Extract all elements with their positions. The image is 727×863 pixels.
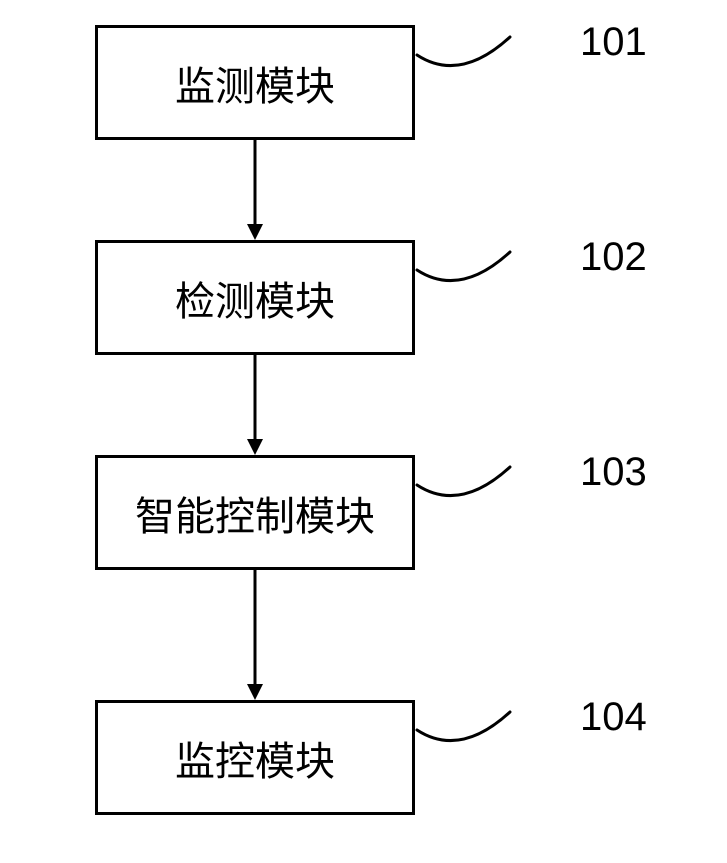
- flow-node-text: 监测模块: [175, 54, 335, 112]
- flow-node-text: 监控模块: [175, 729, 335, 787]
- flow-node-label: 101: [580, 20, 647, 65]
- flow-node-n1: 监测模块: [95, 25, 415, 140]
- flow-node-label: 103: [580, 450, 647, 495]
- diagram-canvas: 监测模块 101 检测模块 102 智能控制模块 103 监控模块 104: [0, 0, 727, 863]
- flow-node-n3: 智能控制模块: [95, 455, 415, 570]
- flow-node-n4: 监控模块: [95, 700, 415, 815]
- flow-node-n2: 检测模块: [95, 240, 415, 355]
- flow-node-text: 智能控制模块: [135, 484, 375, 542]
- flow-node-text: 检测模块: [175, 269, 335, 327]
- flow-node-label: 104: [580, 695, 647, 740]
- flow-node-label: 102: [580, 235, 647, 280]
